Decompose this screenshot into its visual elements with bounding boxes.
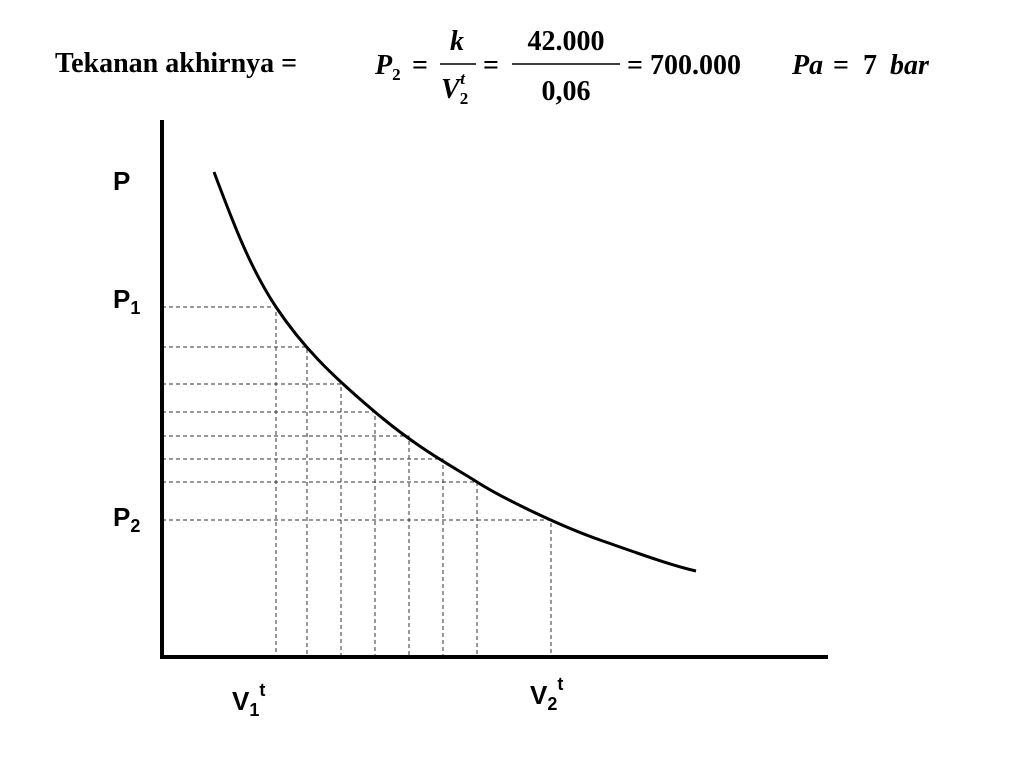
pv-curve bbox=[212, 171, 697, 573]
y-marker: P2 bbox=[113, 502, 140, 536]
equals: = bbox=[627, 50, 643, 81]
guides bbox=[162, 306, 552, 657]
y-axis-label: P bbox=[113, 166, 130, 196]
symbol: V bbox=[530, 680, 548, 710]
symbol: V bbox=[232, 686, 250, 716]
y-marker: P1 bbox=[113, 284, 140, 318]
superscript: t bbox=[557, 674, 563, 694]
result-value: 700.000 bbox=[650, 50, 741, 81]
symbol: P bbox=[113, 284, 130, 314]
denominator: V2t bbox=[441, 69, 468, 108]
numerator: k bbox=[450, 26, 464, 57]
equals: = bbox=[412, 50, 428, 81]
subscript: 1 bbox=[130, 298, 140, 318]
subscript: 2 bbox=[130, 516, 140, 536]
heading-label: Tekanan akhirnya = bbox=[55, 48, 297, 79]
symbol: P bbox=[113, 502, 130, 532]
formula-lhs: P2 bbox=[374, 50, 401, 84]
dashed-guides bbox=[162, 306, 552, 657]
result-unit: Pa bbox=[791, 50, 823, 81]
converted-unit: bar bbox=[890, 50, 930, 81]
numerator: 42.000 bbox=[528, 26, 605, 57]
x-marker: V2t bbox=[530, 674, 563, 714]
symbol: V bbox=[441, 74, 462, 105]
symbol: P bbox=[374, 50, 393, 81]
equals: = bbox=[483, 50, 499, 81]
subscript: 2 bbox=[460, 89, 469, 108]
superscript: t bbox=[259, 680, 265, 700]
subscript: 2 bbox=[547, 694, 557, 714]
equals: = bbox=[833, 50, 849, 81]
subscript: 1 bbox=[249, 700, 259, 720]
denominator: 0,06 bbox=[542, 76, 591, 107]
converted-value: 7 bbox=[863, 50, 877, 81]
x-marker: V1t bbox=[232, 680, 265, 720]
subscript: 2 bbox=[392, 65, 401, 84]
superscript: t bbox=[460, 69, 466, 88]
